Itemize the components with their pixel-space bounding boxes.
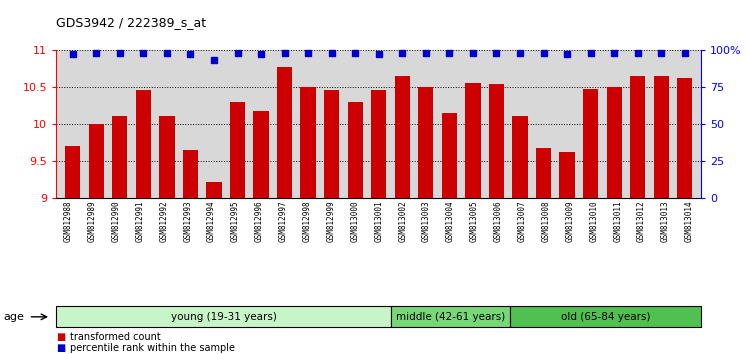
Bar bbox=[653, 75, 669, 198]
Text: ■: ■ bbox=[56, 332, 65, 342]
Text: ■: ■ bbox=[56, 343, 65, 353]
Bar bbox=[630, 75, 645, 198]
Text: GSM813005: GSM813005 bbox=[470, 200, 478, 242]
Text: GSM812992: GSM812992 bbox=[159, 200, 168, 242]
Text: GSM812990: GSM812990 bbox=[112, 200, 121, 242]
Text: GSM813001: GSM813001 bbox=[374, 200, 383, 242]
Text: age: age bbox=[4, 312, 25, 322]
Bar bbox=[65, 146, 80, 198]
Text: GSM812993: GSM812993 bbox=[183, 200, 192, 242]
Bar bbox=[183, 150, 198, 198]
Bar bbox=[560, 152, 574, 198]
Bar bbox=[489, 85, 504, 198]
Bar bbox=[465, 83, 481, 198]
Bar bbox=[394, 75, 410, 198]
Text: GSM812999: GSM812999 bbox=[326, 200, 335, 242]
Bar bbox=[583, 89, 598, 198]
Bar bbox=[206, 182, 221, 198]
Text: GSM813007: GSM813007 bbox=[518, 200, 526, 242]
Bar bbox=[254, 111, 268, 198]
Text: percentile rank within the sample: percentile rank within the sample bbox=[70, 343, 235, 353]
Text: GSM812989: GSM812989 bbox=[88, 200, 97, 242]
Bar bbox=[88, 124, 104, 198]
Text: GSM813002: GSM813002 bbox=[398, 200, 407, 242]
Text: young (19-31 years): young (19-31 years) bbox=[170, 312, 277, 322]
Bar bbox=[442, 113, 457, 198]
Text: GSM813006: GSM813006 bbox=[494, 200, 502, 242]
Text: GSM812991: GSM812991 bbox=[135, 200, 144, 242]
Text: old (65-84 years): old (65-84 years) bbox=[561, 312, 650, 322]
Text: transformed count: transformed count bbox=[70, 332, 160, 342]
Text: GSM813013: GSM813013 bbox=[661, 200, 670, 242]
Text: middle (42-61 years): middle (42-61 years) bbox=[396, 312, 505, 322]
Bar bbox=[301, 87, 316, 198]
Bar bbox=[112, 116, 128, 198]
Text: GSM812997: GSM812997 bbox=[279, 200, 288, 242]
Bar bbox=[230, 102, 245, 198]
Bar bbox=[324, 91, 339, 198]
Text: GSM813008: GSM813008 bbox=[542, 200, 550, 242]
Text: GSM813010: GSM813010 bbox=[590, 200, 598, 242]
Bar bbox=[347, 102, 363, 198]
Bar bbox=[419, 87, 434, 198]
Text: GSM812998: GSM812998 bbox=[302, 200, 311, 242]
Text: GSM813014: GSM813014 bbox=[685, 200, 694, 242]
Text: GSM812994: GSM812994 bbox=[207, 200, 216, 242]
Bar bbox=[136, 91, 151, 198]
Bar bbox=[677, 78, 692, 198]
Bar bbox=[512, 116, 528, 198]
Text: GSM812996: GSM812996 bbox=[255, 200, 264, 242]
Text: GSM813009: GSM813009 bbox=[566, 200, 574, 242]
Text: GSM813003: GSM813003 bbox=[422, 200, 431, 242]
Text: GSM813000: GSM813000 bbox=[350, 200, 359, 242]
Text: GDS3942 / 222389_s_at: GDS3942 / 222389_s_at bbox=[56, 16, 206, 29]
Bar bbox=[536, 148, 551, 198]
Text: GSM812988: GSM812988 bbox=[64, 200, 73, 242]
Text: GSM813011: GSM813011 bbox=[614, 200, 622, 242]
Text: GSM813012: GSM813012 bbox=[637, 200, 646, 242]
Bar bbox=[159, 116, 175, 198]
Text: GSM813004: GSM813004 bbox=[446, 200, 455, 242]
Bar bbox=[277, 67, 292, 198]
Text: GSM812995: GSM812995 bbox=[231, 200, 240, 242]
Bar bbox=[371, 91, 386, 198]
Bar bbox=[607, 87, 622, 198]
